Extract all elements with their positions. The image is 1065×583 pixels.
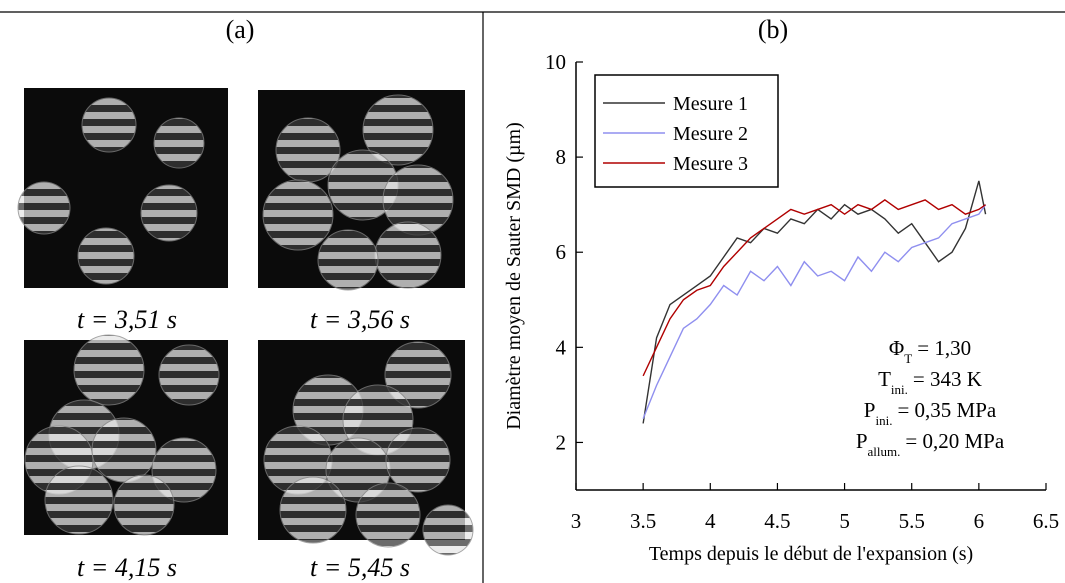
y-axis-title: Diamètre moyen de Sauter SMD (µm) <box>503 122 525 430</box>
droplet <box>113 474 175 536</box>
droplet <box>151 437 217 503</box>
droplet <box>81 97 137 153</box>
annotation-part: allum. <box>868 444 901 459</box>
x-tick-label: 4 <box>705 509 716 533</box>
droplet <box>73 334 145 406</box>
annotation-part: = 0,35 MPa <box>897 398 996 422</box>
annotation-part: ini. <box>875 413 892 428</box>
y-tick-label: 6 <box>556 240 567 264</box>
x-tick-label: 6.5 <box>1033 509 1059 533</box>
annotation-part: P <box>856 429 868 453</box>
x-tick-label: 6 <box>974 509 985 533</box>
annotation: Tini. = 343 K <box>878 367 982 397</box>
panel-label: (a) <box>226 15 255 44</box>
droplet <box>153 117 205 169</box>
legend-box <box>594 74 779 188</box>
caption: t = 4,15 s <box>77 553 177 582</box>
x-axis-title: Temps depuis le début de l'expansion (s) <box>649 543 973 565</box>
annotation-part: = 1,30 <box>917 336 971 360</box>
annotation-part: T <box>878 367 891 391</box>
annotation-part: P <box>864 398 876 422</box>
droplet <box>384 341 452 409</box>
legend-label: Mesure 3 <box>673 153 748 175</box>
panel-label: (b) <box>758 15 788 44</box>
droplet <box>158 344 220 406</box>
plot: 3 3.5 4 4.5 5 5.5 6 6.5 2 4 6 8 10 Temps depuis le dé… <box>503 50 1059 565</box>
y-tick-label: 8 <box>556 145 567 169</box>
annotation-part: = 343 K <box>913 367 982 391</box>
caption: t = 5,45 s <box>310 553 410 582</box>
legend-label: Mesure 1 <box>673 93 748 115</box>
droplet <box>140 184 198 242</box>
droplet <box>77 227 135 285</box>
y-tick-label: 10 <box>545 50 566 74</box>
droplet <box>355 482 421 548</box>
series-line <box>642 199 986 377</box>
annotation: ΦT = 1,30 <box>889 336 971 366</box>
droplet <box>374 221 442 289</box>
caption: t = 3,51 s <box>77 305 177 334</box>
annotation-part: Φ <box>889 336 904 360</box>
droplet <box>385 427 451 493</box>
droplet <box>317 229 379 291</box>
droplet <box>44 465 114 535</box>
annotation: Pini. = 0,35 MPa <box>864 398 997 428</box>
y-tick-label: 2 <box>556 430 567 454</box>
annotation-part: ini. <box>891 382 908 397</box>
annotation-part: T <box>904 351 912 366</box>
droplet-images <box>17 88 474 556</box>
droplet <box>362 94 434 166</box>
series-line <box>642 204 987 419</box>
droplet <box>262 179 334 251</box>
x-tick-label: 5.5 <box>899 509 925 533</box>
legend-label: Mesure 2 <box>673 123 748 145</box>
x-tick-label: 5 <box>839 509 850 533</box>
droplet <box>17 181 71 235</box>
caption: t = 3,56 s <box>310 305 410 334</box>
y-tick-label: 4 <box>556 335 567 359</box>
droplet <box>422 504 474 556</box>
annotation-part: = 0,20 MPa <box>905 429 1004 453</box>
droplet <box>91 417 157 483</box>
x-tick-label: 3.5 <box>630 509 656 533</box>
x-tick-label: 3 <box>571 509 582 533</box>
x-tick-label: 4.5 <box>764 509 790 533</box>
droplet <box>279 476 347 544</box>
annotation: Pallum. = 0,20 MPa <box>856 429 1005 459</box>
